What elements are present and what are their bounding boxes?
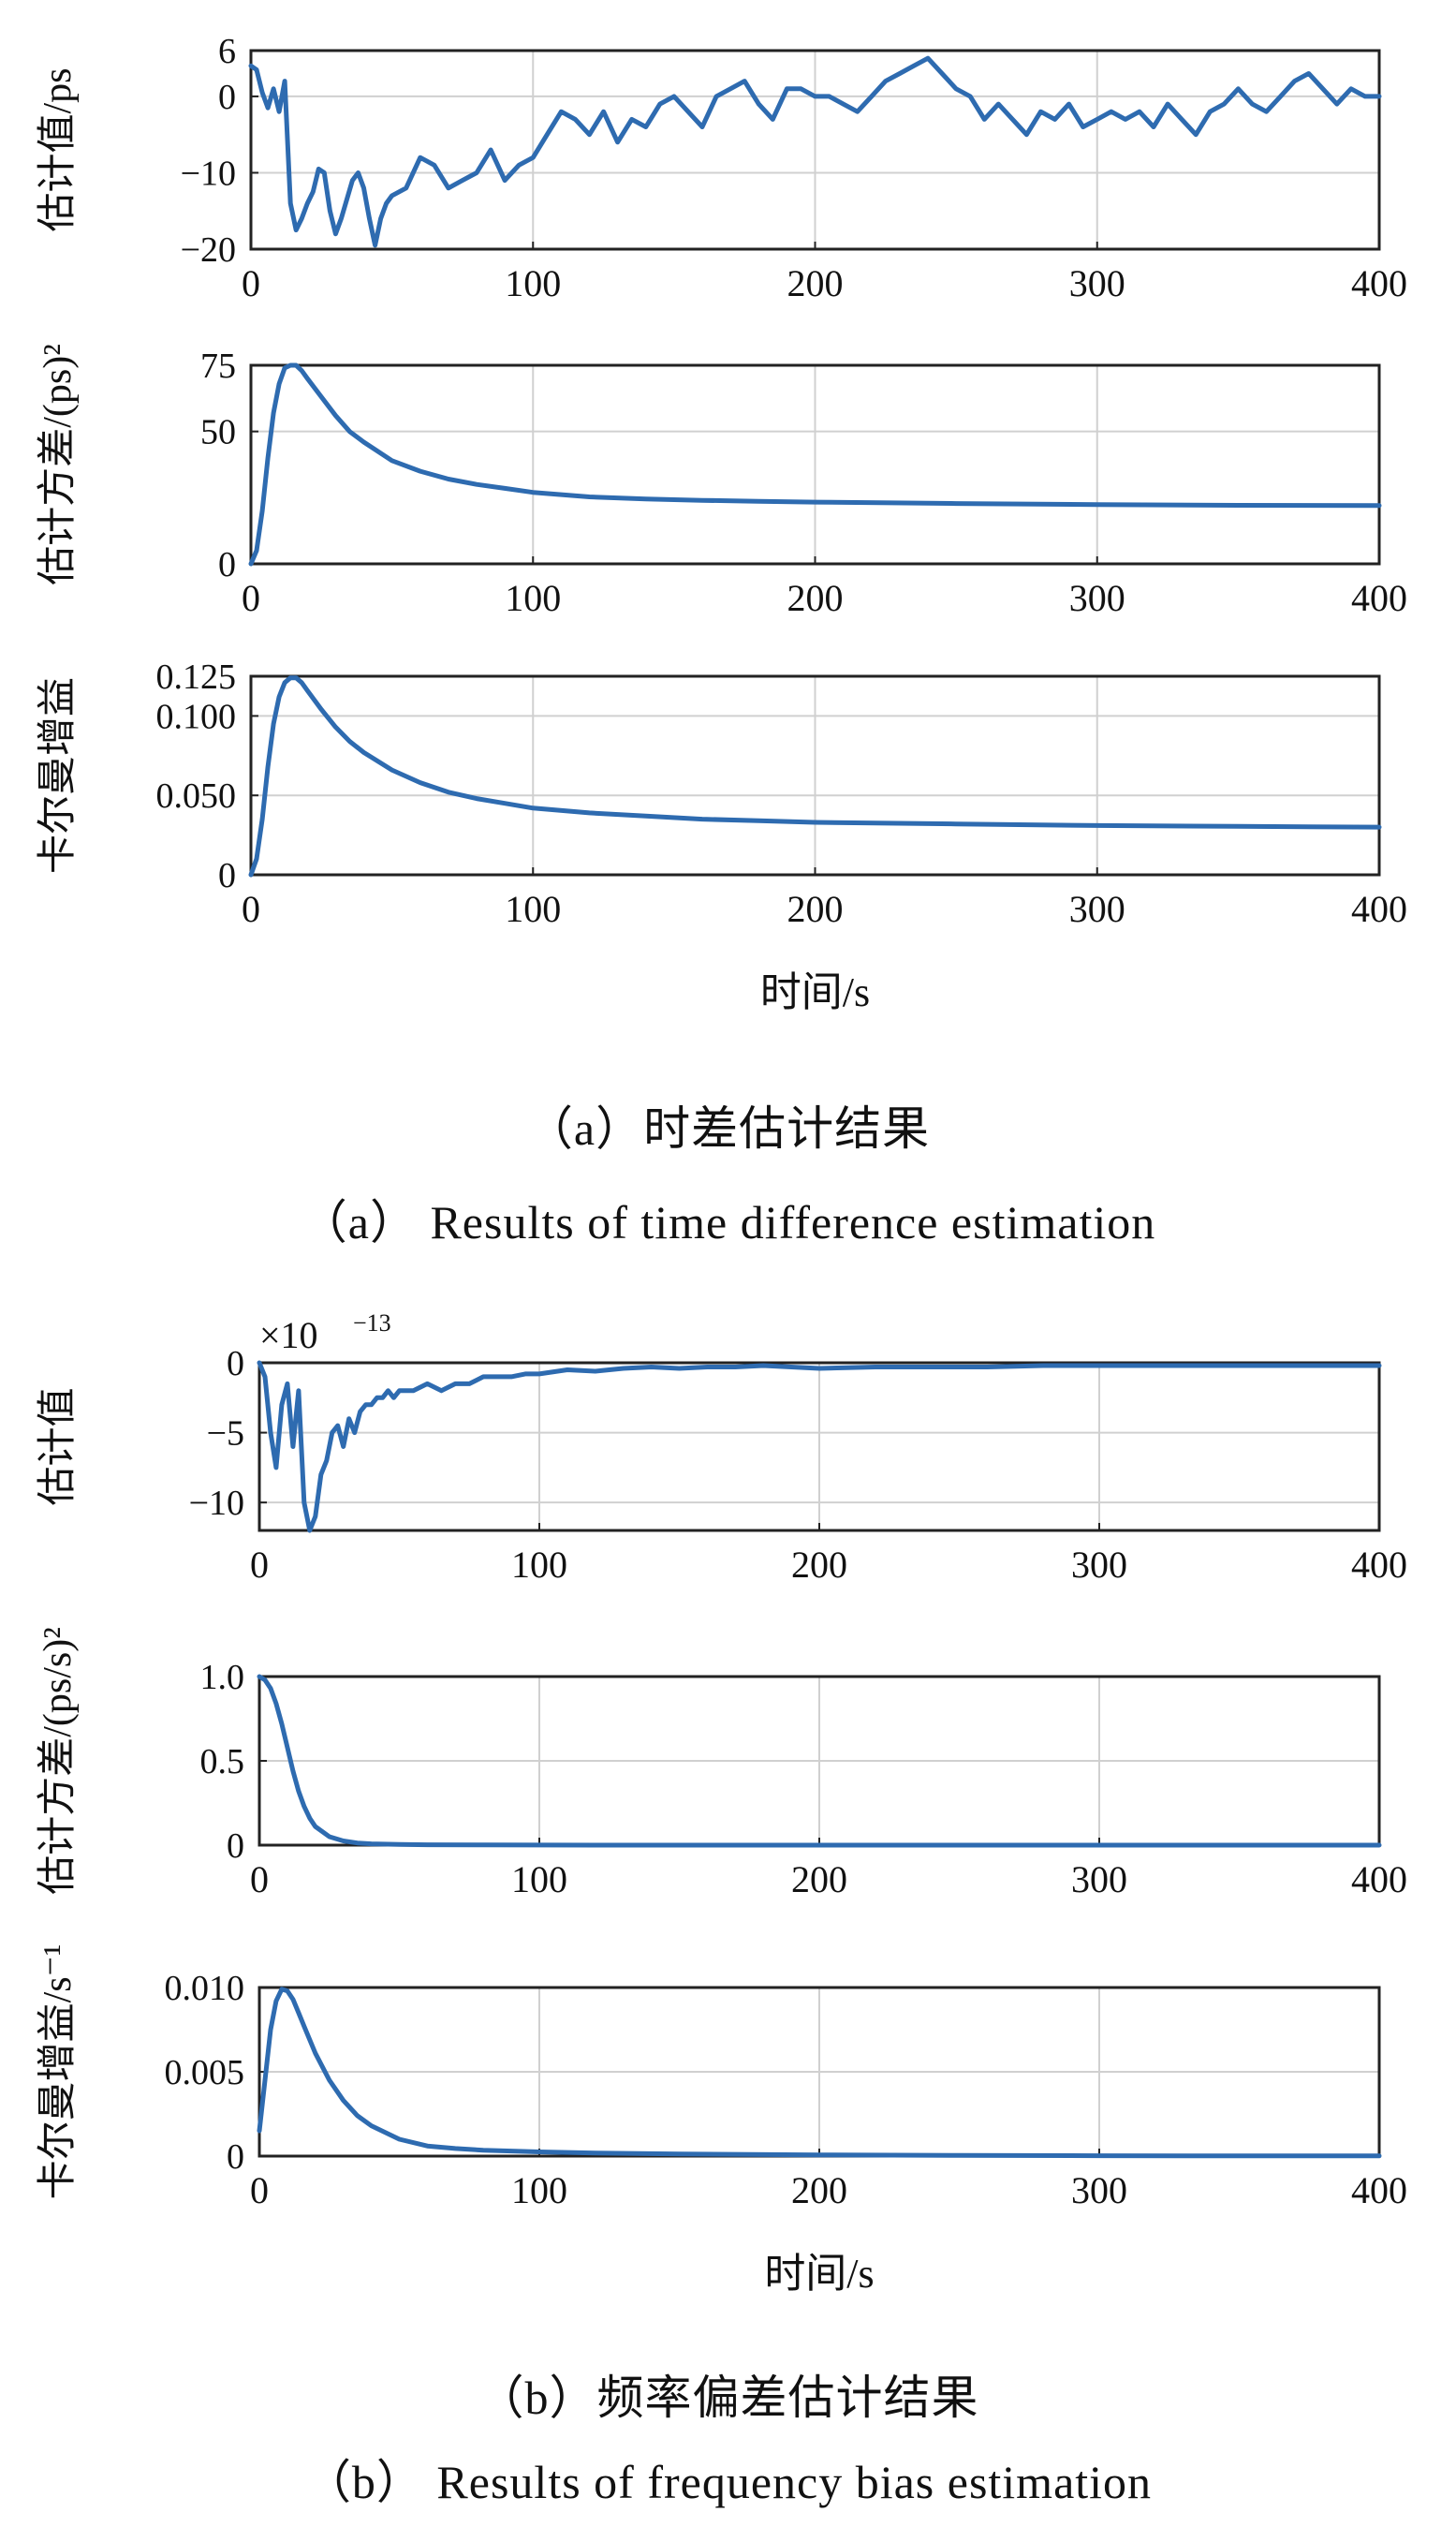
x-tick-label: 200	[787, 888, 844, 930]
y-tick-label: 0	[227, 2137, 244, 2177]
x-tick-label: 100	[511, 1544, 567, 1586]
chart-a2: 0 100 200 300 400 75 50 0 估计方差/(ps)²	[37, 344, 1407, 619]
y-tick-label: 0.5	[200, 1742, 245, 1781]
x-tick-label: 200	[791, 1858, 847, 1900]
y-tick-label: −10	[181, 154, 236, 193]
x-tick-label: 0	[250, 1544, 269, 1586]
caption-a-en: （a） Results of time difference estimatio…	[300, 1196, 1156, 1249]
y-tick-label: 0	[218, 545, 236, 584]
y-tick-label: 50	[200, 413, 236, 452]
x-tick-label: 0	[242, 262, 260, 304]
series-line	[257, 1360, 1382, 1533]
y-tick-label: −10	[189, 1484, 244, 1523]
series-line	[257, 1987, 1382, 2159]
caption-b-zh: （b）频率偏差估计结果	[477, 2372, 979, 2424]
x-tick-label: 400	[1351, 888, 1407, 930]
y-tick-label: 1.0	[200, 1658, 245, 1697]
x-tick-label: 300	[1069, 577, 1125, 619]
x-tick-label: 300	[1071, 1858, 1127, 1900]
x-tick-label: 300	[1071, 2169, 1127, 2211]
chart-b2: 0 100 200 300 400 1.0 0.5 0 估计方差/(ps/s)²	[37, 1627, 1407, 1900]
x-tick-label: 100	[511, 2169, 567, 2211]
x-tick-label: 0	[250, 2169, 269, 2211]
y-axis-label: 估计值	[37, 1387, 80, 1505]
series-line	[257, 1674, 1382, 1848]
chart-a1: 0 100 200 300 400 6 0 −10 −20 估计值/ps	[37, 32, 1407, 304]
x-tick-label: 100	[505, 262, 561, 304]
series-line	[248, 675, 1382, 878]
chart-b1: 0 100 200 300 400 0 −5 −10 估计值 ×10 −13	[37, 1309, 1407, 1586]
y-tick-label: 0	[218, 856, 236, 895]
x-tick-label: 400	[1351, 262, 1407, 304]
x-tick-label: 400	[1351, 577, 1407, 619]
y-tick-label: 0	[227, 1826, 244, 1866]
y-tick-label: −20	[181, 230, 236, 270]
axis-multiplier: ×10	[259, 1314, 318, 1356]
chart-b3: 0 100 200 300 400 0.010 0.005 0 卡尔曼增益/s⁻¹ 时间/s	[37, 1944, 1407, 2297]
caption-a-zh: （a）时差估计结果	[525, 1102, 931, 1155]
x-tick-label: 0	[250, 1858, 269, 1900]
y-tick-label: 0.050	[156, 776, 237, 816]
series-line	[248, 55, 1382, 248]
x-axis-label: 时间/s	[764, 2251, 874, 2297]
x-tick-label: 0	[242, 888, 260, 930]
x-tick-label: 300	[1069, 262, 1125, 304]
x-tick-label: 200	[791, 2169, 847, 2211]
y-tick-label: −5	[207, 1414, 244, 1454]
y-axis-label: 估计方差/(ps/s)²	[37, 1627, 80, 1895]
x-tick-label: 200	[787, 577, 844, 619]
y-tick-label: 0.100	[156, 697, 237, 736]
x-tick-label: 400	[1351, 2169, 1407, 2211]
y-tick-label: 0.010	[165, 1969, 245, 2008]
caption-b-en: （b） Results of frequency bias estimation	[303, 2456, 1153, 2508]
x-tick-label: 300	[1069, 888, 1125, 930]
x-tick-label: 0	[242, 577, 260, 619]
y-axis-label: 卡尔曼增益/s⁻¹	[37, 1944, 80, 2200]
x-tick-label: 200	[791, 1544, 847, 1586]
y-tick-label: 0.005	[165, 2053, 245, 2092]
y-axis-label: 卡尔曼增益	[37, 677, 80, 874]
y-tick-label: 6	[218, 32, 236, 71]
y-tick-label: 0.125	[156, 658, 237, 697]
x-tick-label: 100	[505, 577, 561, 619]
y-tick-label: 0	[218, 78, 236, 117]
axis-multiplier-exponent: −13	[353, 1309, 391, 1337]
x-axis-label: 时间/s	[760, 969, 870, 1015]
series-line	[248, 362, 1382, 567]
y-tick-label: 75	[200, 347, 236, 386]
y-axis-label: 估计方差/(ps)²	[37, 344, 80, 585]
y-axis-label: 估计值/ps	[37, 67, 80, 231]
x-tick-label: 200	[787, 262, 844, 304]
x-tick-label: 400	[1351, 1858, 1407, 1900]
x-tick-label: 400	[1351, 1544, 1407, 1586]
x-tick-label: 100	[511, 1858, 567, 1900]
x-tick-label: 300	[1071, 1544, 1127, 1586]
x-tick-label: 100	[505, 888, 561, 930]
y-tick-label: 0	[227, 1344, 244, 1383]
